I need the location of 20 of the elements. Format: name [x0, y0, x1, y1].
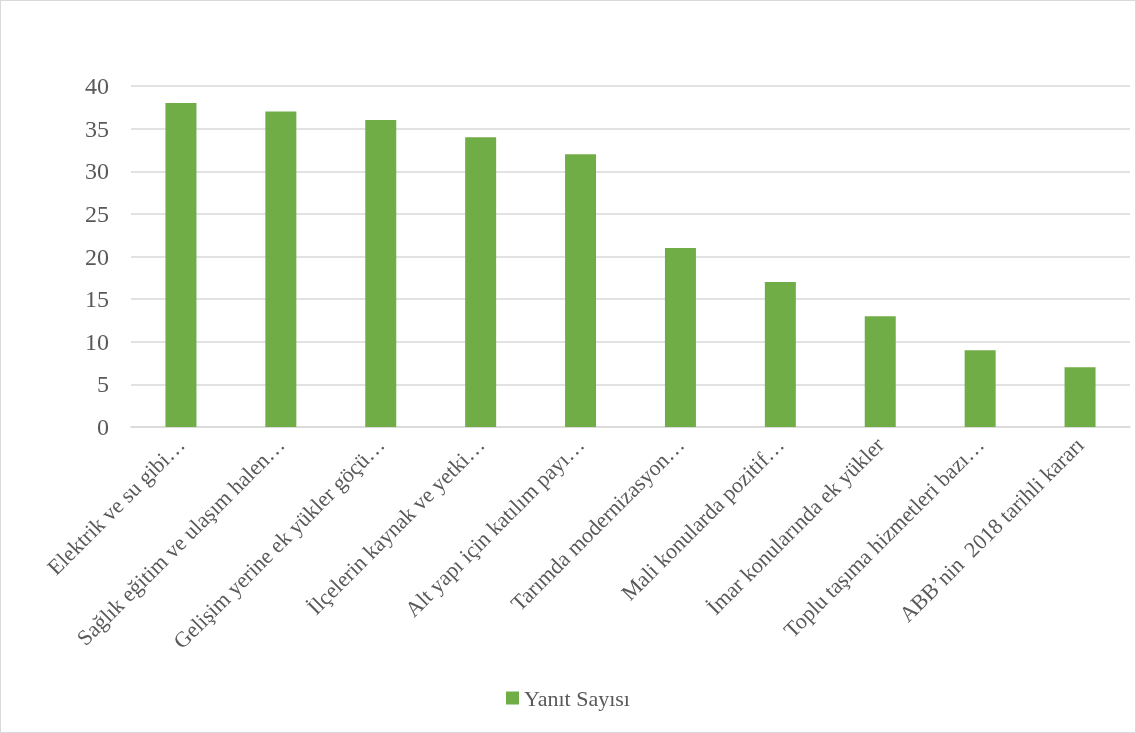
y-tick-label: 35: [85, 115, 109, 142]
bar: [864, 316, 896, 427]
bar: [165, 103, 197, 427]
legend-label: Yanıt Sayısı: [524, 685, 630, 711]
y-tick-label: 30: [85, 158, 109, 185]
y-tick-label: 0: [97, 414, 109, 440]
bar: [365, 120, 397, 427]
y-tick-label: 5: [97, 371, 109, 398]
y-tick-label: 20: [85, 243, 109, 270]
bar: [764, 282, 796, 427]
bar: [1064, 367, 1096, 427]
y-tick-label: 25: [85, 200, 109, 227]
y-tick-label: 40: [85, 73, 109, 99]
bar: [565, 154, 597, 427]
bar: [664, 247, 696, 427]
bar: [465, 137, 497, 427]
bar: [964, 350, 996, 427]
bar: [265, 111, 297, 427]
y-tick-label: 15: [85, 286, 109, 313]
y-tick-label: 10: [85, 328, 109, 355]
